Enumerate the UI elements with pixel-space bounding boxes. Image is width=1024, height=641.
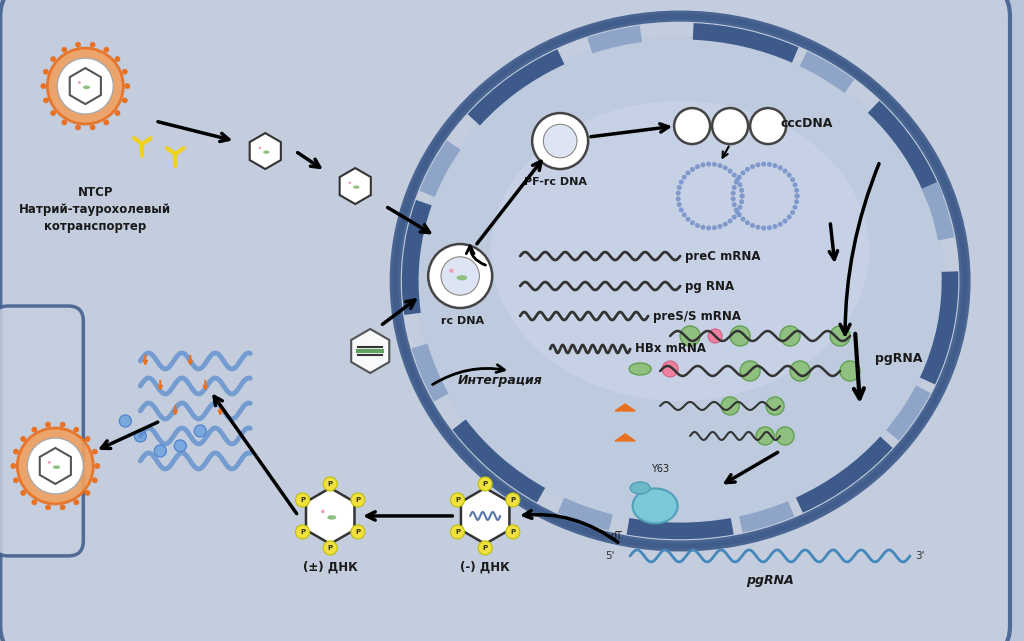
Circle shape (663, 361, 678, 377)
Text: Интеграция: Интеграция (458, 374, 543, 387)
Ellipse shape (629, 363, 651, 375)
Polygon shape (615, 434, 635, 441)
Text: (±) ДНК: (±) ДНК (303, 561, 357, 574)
Ellipse shape (328, 515, 336, 520)
Circle shape (61, 47, 67, 52)
Text: P: P (355, 529, 360, 535)
Circle shape (730, 326, 751, 346)
Circle shape (761, 162, 766, 167)
Circle shape (532, 113, 588, 169)
Circle shape (721, 397, 739, 415)
Ellipse shape (415, 36, 945, 526)
Circle shape (786, 172, 792, 178)
Text: P: P (482, 545, 487, 551)
Circle shape (324, 541, 337, 555)
Circle shape (695, 223, 700, 228)
Circle shape (685, 217, 690, 222)
Circle shape (772, 224, 777, 229)
Text: pgRNA: pgRNA (746, 574, 794, 587)
Text: preC mRNA: preC mRNA (685, 249, 761, 263)
Circle shape (794, 188, 799, 193)
Circle shape (85, 437, 90, 442)
Circle shape (60, 422, 66, 427)
Text: 5': 5' (605, 551, 615, 561)
Circle shape (103, 120, 109, 125)
Circle shape (772, 163, 777, 168)
Circle shape (739, 199, 744, 204)
Circle shape (120, 415, 131, 427)
Text: NTCP
Натрий-таурохолевый
котранспортер: NTCP Натрий-таурохолевый котранспортер (19, 186, 171, 233)
Circle shape (736, 212, 741, 217)
Circle shape (723, 222, 728, 227)
Ellipse shape (492, 101, 869, 401)
Circle shape (794, 199, 799, 204)
Circle shape (122, 98, 127, 103)
Circle shape (85, 490, 90, 495)
Circle shape (745, 167, 750, 172)
Circle shape (125, 83, 130, 88)
Circle shape (840, 361, 860, 381)
Circle shape (728, 169, 732, 174)
Circle shape (712, 225, 717, 230)
Circle shape (728, 219, 732, 224)
Text: Y63: Y63 (651, 464, 670, 474)
Polygon shape (250, 133, 281, 169)
Circle shape (766, 397, 784, 415)
Text: 3': 3' (915, 551, 925, 561)
Circle shape (676, 196, 681, 201)
Circle shape (776, 427, 794, 445)
Circle shape (20, 490, 26, 495)
Circle shape (795, 194, 800, 199)
Text: P: P (455, 497, 460, 503)
Circle shape (793, 182, 798, 187)
Circle shape (134, 430, 146, 442)
FancyBboxPatch shape (0, 306, 83, 556)
Text: rc DNA: rc DNA (440, 316, 483, 326)
Circle shape (712, 108, 749, 144)
Circle shape (750, 223, 755, 228)
Polygon shape (340, 168, 371, 204)
Circle shape (41, 83, 46, 88)
Circle shape (685, 171, 690, 176)
Polygon shape (461, 488, 509, 544)
Circle shape (92, 449, 97, 454)
Circle shape (324, 477, 337, 491)
Circle shape (782, 219, 787, 224)
Text: P: P (328, 545, 333, 551)
Circle shape (795, 194, 800, 199)
Circle shape (756, 225, 761, 229)
Circle shape (731, 190, 735, 196)
Circle shape (723, 165, 728, 171)
Circle shape (750, 164, 755, 169)
Circle shape (60, 505, 66, 510)
Circle shape (348, 181, 351, 184)
Circle shape (20, 437, 26, 442)
Circle shape (451, 525, 465, 539)
Ellipse shape (53, 465, 60, 469)
Circle shape (32, 427, 37, 432)
Circle shape (778, 222, 782, 227)
Circle shape (718, 163, 723, 168)
Circle shape (296, 493, 309, 507)
Circle shape (718, 224, 723, 229)
Circle shape (677, 202, 682, 207)
Circle shape (736, 175, 741, 179)
Circle shape (739, 188, 744, 193)
Circle shape (695, 164, 700, 169)
Circle shape (321, 510, 325, 513)
Circle shape (351, 493, 365, 507)
Text: preS/S mRNA: preS/S mRNA (653, 310, 741, 322)
Circle shape (682, 175, 687, 179)
Circle shape (735, 210, 740, 215)
Circle shape (122, 69, 127, 74)
Circle shape (103, 47, 109, 52)
Circle shape (57, 58, 114, 114)
Polygon shape (615, 404, 635, 411)
Circle shape (700, 162, 706, 167)
Circle shape (739, 194, 744, 199)
Circle shape (43, 98, 48, 103)
Circle shape (50, 110, 55, 115)
Text: P: P (482, 481, 487, 487)
Circle shape (45, 422, 50, 427)
